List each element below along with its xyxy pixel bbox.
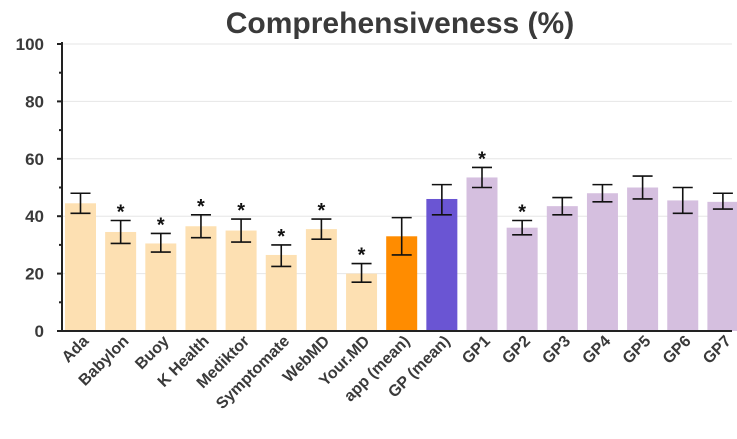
bars — [65, 177, 737, 331]
bar-your-md — [346, 273, 378, 331]
error-bar — [472, 166, 492, 189]
significance-star: * — [157, 214, 165, 236]
bar-gp6 — [667, 200, 699, 331]
error-bar — [231, 218, 252, 243]
bar-gp5 — [627, 187, 659, 331]
x-category-label: Ada — [59, 333, 92, 366]
bar-symptomate — [265, 254, 297, 331]
y-tick-label: 20 — [25, 265, 44, 284]
error-bar — [512, 219, 533, 236]
significance-star: * — [318, 200, 326, 222]
chart-title: Comprehensiveness (%) — [226, 7, 574, 40]
x-category-label: GP7 — [700, 333, 735, 368]
x-category-label: GP3 — [539, 333, 574, 368]
bar-gp2 — [506, 227, 538, 331]
error-bar — [150, 232, 171, 253]
error-bar — [431, 183, 452, 216]
error-bar — [552, 196, 573, 216]
y-tick-label: 60 — [25, 150, 44, 169]
error-bar — [271, 244, 292, 268]
error-bars — [70, 166, 733, 284]
y-tick-label: 0 — [35, 322, 44, 341]
bar-babylon — [105, 231, 137, 331]
y-tick-label: 80 — [25, 92, 44, 111]
bar-gp-mean — [426, 198, 458, 331]
gridlines — [62, 43, 732, 275]
error-bar — [391, 216, 412, 256]
bar-gp4 — [586, 193, 618, 331]
y-tick-label: 40 — [25, 207, 44, 226]
x-category-label: GP1 — [459, 333, 494, 368]
error-bar — [110, 219, 131, 245]
bar-gp3 — [546, 206, 578, 331]
y-tick-labels: 0 20 40 60 80 100 — [16, 35, 44, 341]
bar-buoy — [145, 243, 177, 331]
significance-markers: * * * * * * * * * — [117, 148, 527, 266]
significance-star: * — [197, 196, 205, 218]
error-bar — [70, 192, 91, 215]
significance-star: * — [478, 148, 486, 170]
bar-gp1 — [466, 177, 498, 331]
significance-star: * — [277, 226, 285, 248]
y-tick-label: 100 — [16, 35, 44, 54]
error-bar — [632, 175, 653, 200]
error-bar — [592, 183, 613, 203]
bar-k-health — [185, 226, 217, 331]
bar-webmd — [305, 229, 337, 331]
error-bar — [311, 218, 332, 240]
error-bar — [712, 192, 733, 210]
x-category-label: GP6 — [660, 333, 695, 368]
significance-star: * — [237, 200, 245, 222]
significance-star: * — [358, 245, 366, 267]
axes — [57, 42, 732, 332]
x-category-label: GP4 — [580, 333, 615, 368]
x-category-label: GP5 — [620, 333, 655, 368]
significance-star: * — [117, 202, 125, 224]
error-bar — [672, 186, 693, 215]
bar-ada — [65, 203, 96, 331]
significance-star: * — [518, 202, 526, 224]
error-bar — [190, 213, 211, 239]
x-category-label: GP2 — [499, 333, 534, 368]
error-bar — [351, 262, 372, 284]
bar-mediktor — [225, 230, 257, 331]
bar-gp7 — [707, 201, 737, 331]
